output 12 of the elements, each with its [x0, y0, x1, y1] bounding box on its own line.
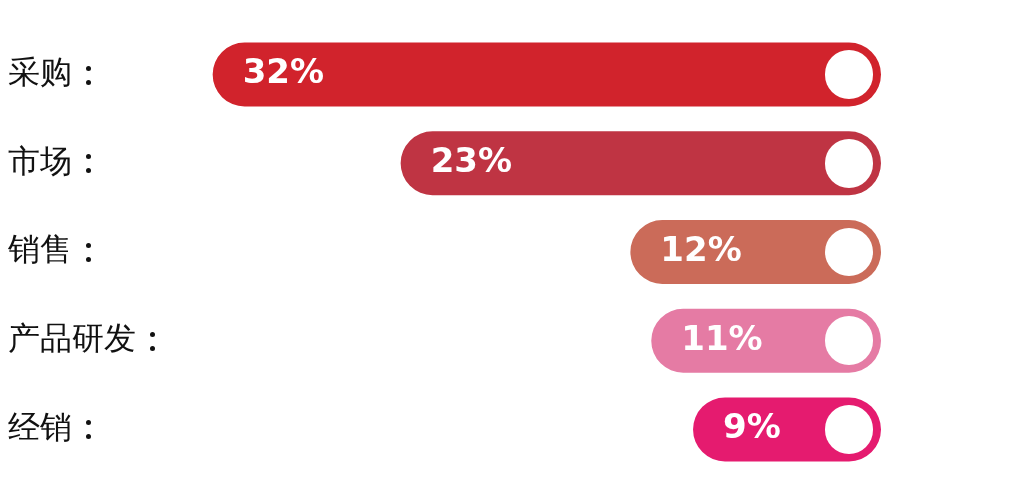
- bar: [400, 131, 881, 196]
- y-tick-label: 销售: [7, 230, 72, 269]
- data-label: 32%: [242, 51, 325, 92]
- data-label: 9%: [723, 406, 781, 447]
- y-tick-label: 产品研发: [8, 319, 136, 358]
- data-label: 11%: [681, 317, 763, 358]
- y-tick-label: 经销: [8, 407, 72, 446]
- y-tick-label: 采购: [8, 52, 72, 91]
- y-tick-label: 市场: [8, 141, 72, 180]
- bar: [212, 42, 881, 107]
- data-label: 12%: [660, 228, 742, 269]
- data-label: 23%: [430, 140, 513, 181]
